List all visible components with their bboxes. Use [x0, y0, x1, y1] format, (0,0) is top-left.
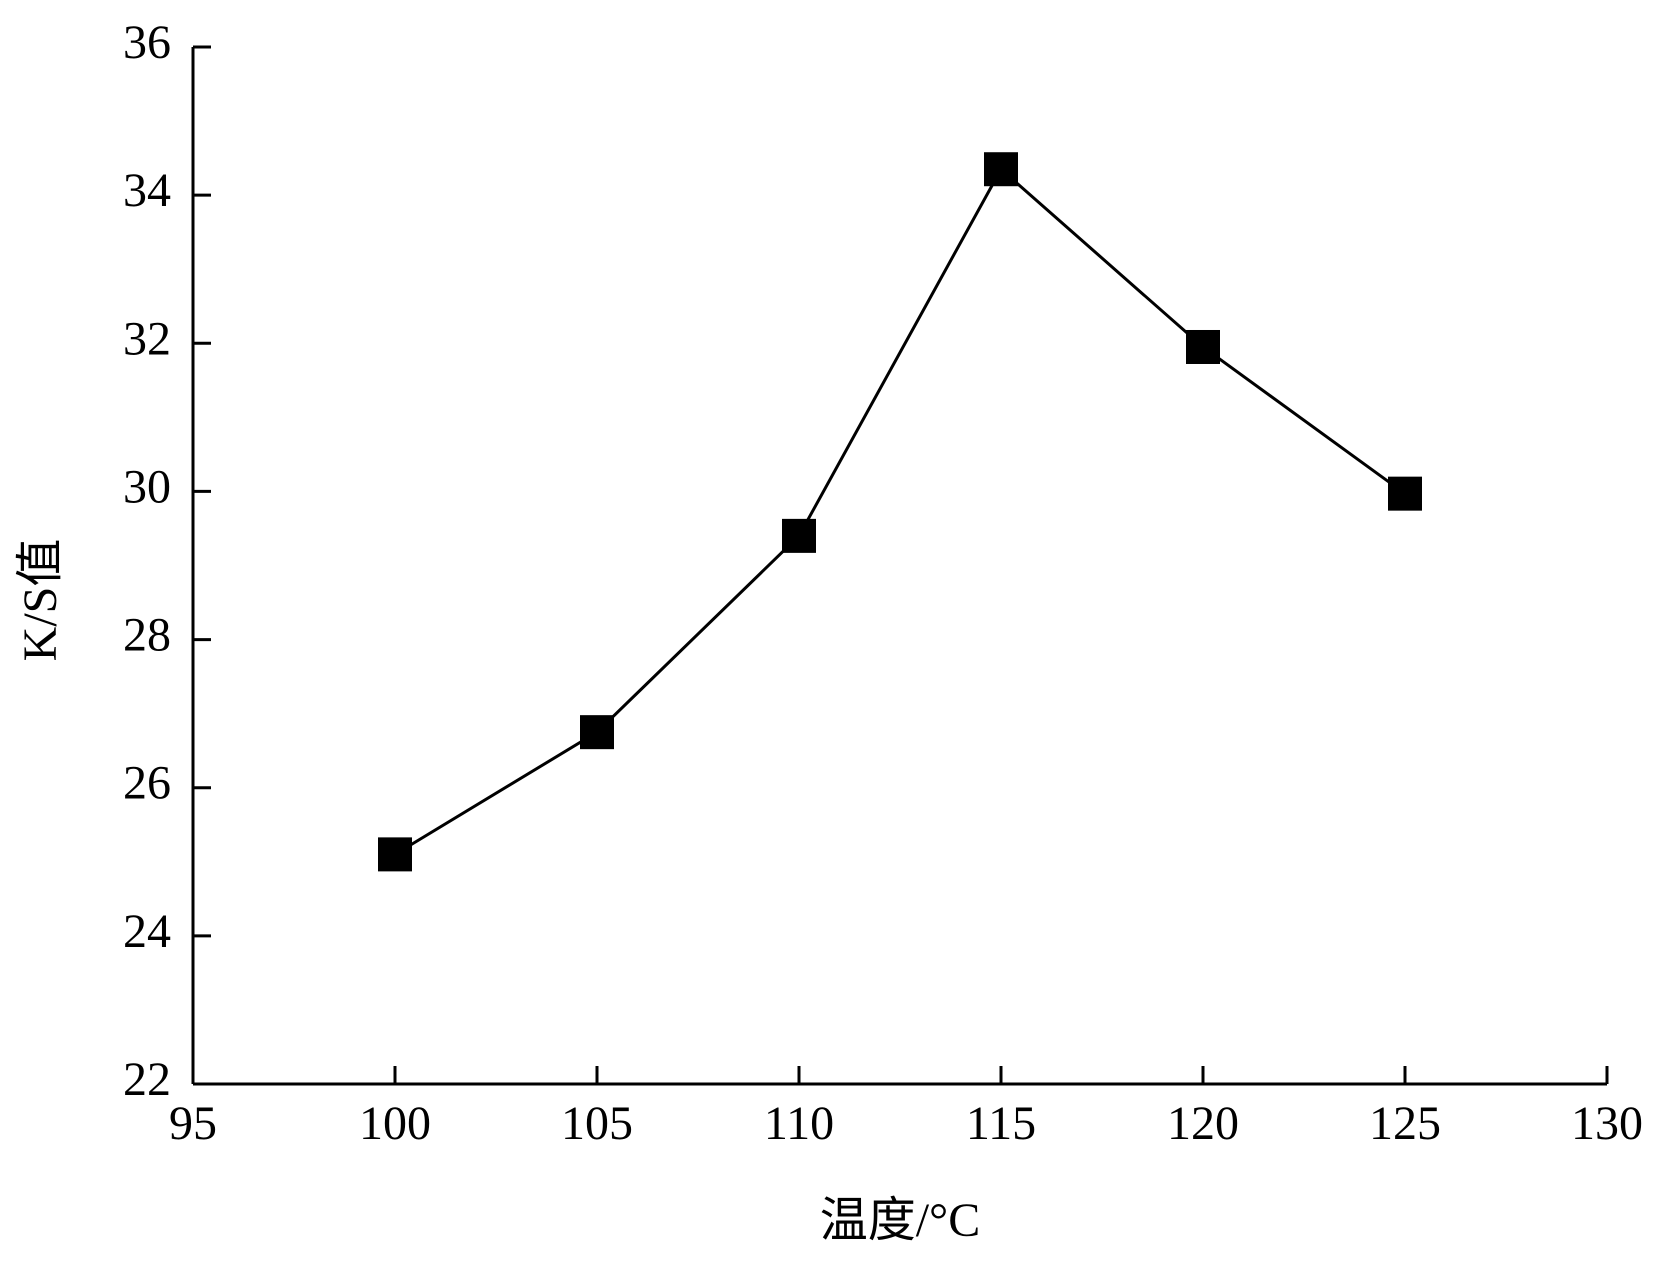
y-tick-label: 36 — [123, 16, 171, 69]
y-tick-label: 24 — [123, 905, 171, 958]
y-tick-label: 26 — [123, 757, 171, 810]
marker — [1388, 476, 1422, 511]
x-tick-label: 105 — [561, 1097, 633, 1150]
y-tick-label: 30 — [123, 460, 171, 513]
x-tick-label: 110 — [764, 1097, 834, 1150]
marker — [782, 518, 816, 553]
x-tick-label: 100 — [359, 1097, 431, 1150]
y-tick-label: 22 — [123, 1053, 171, 1106]
marker — [984, 152, 1018, 187]
x-tick-label: 120 — [1167, 1097, 1239, 1150]
y-tick-label: 34 — [123, 164, 171, 217]
x-axis-label: 温度/°C — [820, 1194, 981, 1247]
y-tick-label: 32 — [123, 312, 171, 365]
marker — [378, 837, 412, 872]
x-tick-label: 130 — [1571, 1097, 1643, 1150]
marker — [1186, 329, 1220, 364]
marker — [580, 715, 614, 750]
x-tick-label: 125 — [1369, 1097, 1441, 1150]
x-tick-label: 115 — [966, 1097, 1036, 1150]
series-line — [394, 166, 1406, 856]
y-tick-label: 28 — [123, 609, 171, 662]
y-axis-label: K/S值 — [14, 539, 67, 662]
x-tick-label: 95 — [169, 1097, 217, 1150]
